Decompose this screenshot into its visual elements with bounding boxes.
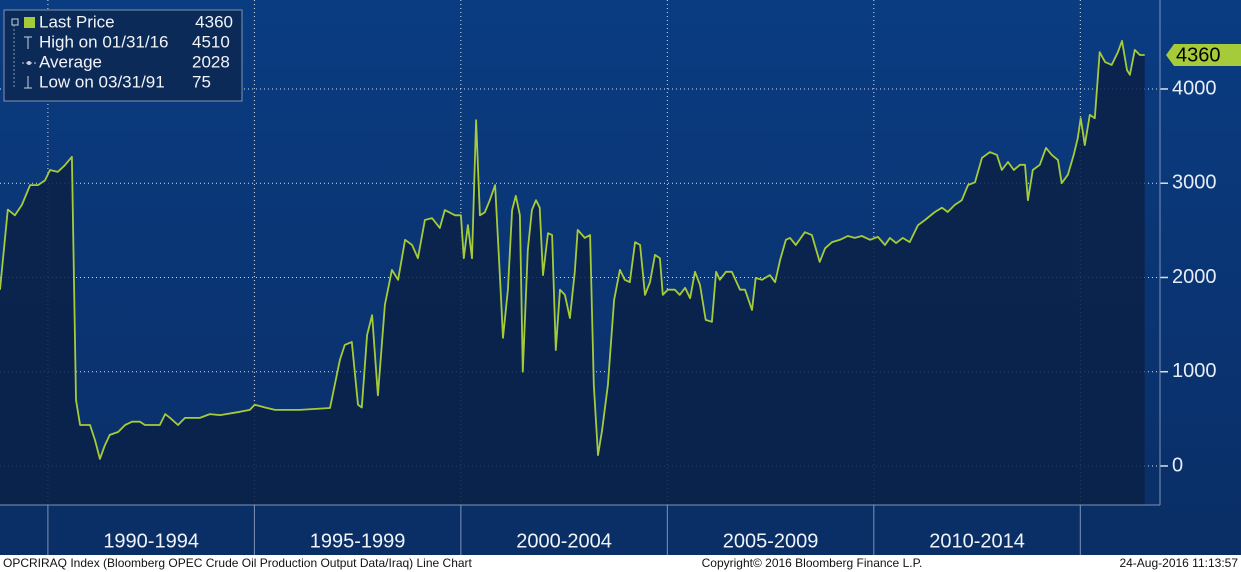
legend-icon [27, 61, 31, 65]
x-tick-label: 1995-1999 [310, 530, 406, 552]
legend-value: 2028 [192, 52, 230, 71]
y-tick-label: 4000 [1172, 77, 1217, 99]
axes: 0 1000 2000 3000 4000 1990-1994 1995-1999 2000-… [0, 0, 1241, 555]
y-tick-label: 2000 [1172, 266, 1217, 288]
legend-value: 4510 [192, 32, 230, 51]
legend-icon [24, 76, 32, 89]
x-axis-band [0, 505, 1241, 555]
y-tick-label: 1000 [1172, 360, 1217, 382]
legend-label: Low on 03/31/91 [39, 72, 165, 91]
legend-label: Last Price [39, 12, 115, 31]
legend-box [3, 9, 243, 102]
legend-swatch [24, 17, 35, 28]
footer-center: Copyright© 2016 Bloomberg Finance L.P. [702, 556, 923, 570]
area-fill [0, 40, 1145, 506]
footer-right: 24-Aug-2016 11:13:57 [1119, 556, 1238, 570]
legend-icon [11, 18, 19, 26]
last-price-tag [1166, 44, 1241, 67]
line [0, 40, 1145, 460]
legend-label: High on 01/31/16 [39, 32, 169, 51]
x-tick-label: 1990-1994 [103, 530, 199, 552]
x-tick-label: 2010-2014 [929, 530, 1025, 552]
y-tick-label: 0 [1172, 454, 1183, 476]
y-tick-label: 3000 [1172, 172, 1217, 194]
legend-icon [24, 36, 32, 49]
legend-value: 4360 [195, 12, 233, 31]
last-price-label: 4360 [1176, 44, 1221, 66]
footer-left: OPCRIRAQ Index (Bloomberg OPEC Crude Oil… [3, 556, 473, 570]
plot-area [0, 0, 1160, 506]
x-tick-label: 2005-2009 [723, 530, 819, 552]
x-tick-label: 2000-2004 [516, 530, 612, 552]
legend-value: 75 [192, 72, 211, 91]
footer-bar [0, 555, 1241, 572]
legend: Last Price 4360 High on 01/31/16 4510 Av… [3, 9, 243, 102]
legend-label: Average [39, 52, 102, 71]
